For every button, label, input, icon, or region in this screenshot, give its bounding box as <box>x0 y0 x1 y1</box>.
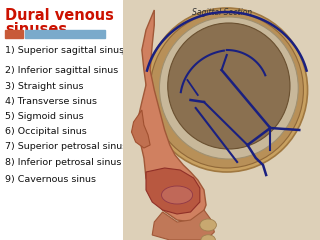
Text: 3) Straight sinus: 3) Straight sinus <box>5 82 84 91</box>
PathPatch shape <box>146 168 200 214</box>
Text: Dural venous: Dural venous <box>5 8 114 23</box>
Text: Sagittal Section: Sagittal Section <box>192 8 252 17</box>
Text: 8) Inferior petrosal sinus: 8) Inferior petrosal sinus <box>5 158 121 167</box>
Text: 6) Occipital sinus: 6) Occipital sinus <box>5 127 87 136</box>
Ellipse shape <box>150 12 303 168</box>
Text: 7) Superior petrosal sinus: 7) Superior petrosal sinus <box>5 142 127 151</box>
Ellipse shape <box>200 219 216 231</box>
Ellipse shape <box>159 17 298 159</box>
Text: sinuses: sinuses <box>5 22 67 37</box>
Ellipse shape <box>201 235 215 240</box>
Ellipse shape <box>168 23 290 149</box>
Bar <box>5 30 23 38</box>
Text: 5) Sigmoid sinus: 5) Sigmoid sinus <box>5 112 84 121</box>
PathPatch shape <box>138 10 206 222</box>
Bar <box>25 30 105 38</box>
Text: 1) Superior sagittal sinus: 1) Superior sagittal sinus <box>5 46 124 55</box>
Ellipse shape <box>162 186 193 204</box>
Ellipse shape <box>146 8 308 172</box>
PathPatch shape <box>152 210 214 240</box>
Text: 9) Cavernous sinus: 9) Cavernous sinus <box>5 175 96 184</box>
Text: 4) Transverse sinus: 4) Transverse sinus <box>5 97 97 106</box>
Text: 2) Inferior sagittal sinus: 2) Inferior sagittal sinus <box>5 66 118 75</box>
PathPatch shape <box>132 110 150 148</box>
